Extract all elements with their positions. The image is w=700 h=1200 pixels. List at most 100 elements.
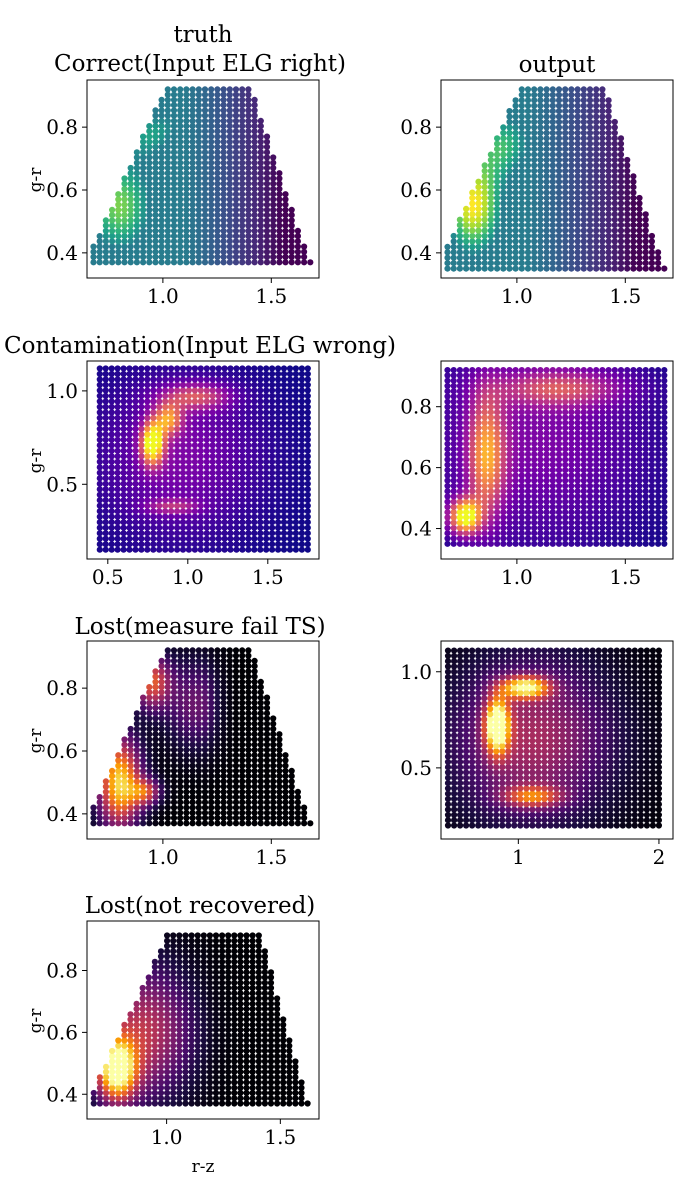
- scatter-point: [518, 211, 525, 218]
- panel-title-line-1: truth: [173, 22, 232, 48]
- scatter-point: [127, 725, 134, 733]
- scatter-point: [568, 167, 575, 174]
- scatter-point: [624, 205, 631, 212]
- scatter-point: [301, 814, 308, 822]
- scatter-point: [444, 424, 451, 432]
- scatter-point: [456, 238, 463, 245]
- scatter-point: [655, 367, 662, 374]
- scatter-point: [201, 128, 209, 135]
- scatter-point: [257, 741, 264, 748]
- scatter-point: [189, 814, 196, 822]
- scatter-point: [512, 503, 519, 510]
- scatter-point: [164, 799, 171, 806]
- scatter-point: [102, 259, 109, 266]
- scatter-point: [531, 451, 538, 458]
- scatter-point: [524, 403, 532, 411]
- scatter-point: [214, 741, 221, 748]
- scatter-point: [648, 238, 656, 245]
- scatter-point: [177, 752, 184, 759]
- scatter-point: [568, 222, 575, 229]
- scatter-point: [537, 211, 544, 218]
- scatter-point: [227, 398, 234, 405]
- scatter-point: [605, 173, 612, 180]
- scatter-point: [132, 398, 139, 405]
- scatter-point: [164, 159, 171, 166]
- scatter-point: [245, 381, 252, 388]
- scatter-point: [215, 541, 222, 548]
- scatter-point: [599, 409, 606, 416]
- scatter-point: [599, 377, 606, 384]
- scatter-point: [500, 129, 507, 136]
- scatter-point: [251, 541, 258, 548]
- scatter-point: [144, 524, 151, 531]
- scatter-point: [450, 535, 457, 542]
- scatter-point: [549, 167, 556, 174]
- scatter-point: [201, 752, 209, 759]
- scatter-point: [586, 189, 594, 196]
- scatter-point: [518, 265, 525, 272]
- scatter-point: [593, 254, 600, 261]
- scatter-point: [251, 741, 258, 748]
- scatter-point: [282, 238, 289, 245]
- scatter-point: [617, 477, 625, 484]
- scatter-point: [537, 108, 544, 115]
- scatter-point: [179, 381, 187, 388]
- scatter-point: [102, 508, 109, 515]
- scatter-point: [475, 260, 482, 267]
- scatter-point: [280, 502, 288, 509]
- scatter-point: [257, 227, 264, 234]
- scatter-point: [605, 367, 612, 374]
- scatter-point: [140, 804, 147, 811]
- scatter-point: [102, 469, 109, 476]
- scatter-point: [208, 814, 215, 822]
- scatter-point: [450, 498, 457, 505]
- scatter-point: [518, 97, 525, 104]
- scatter-point: [146, 783, 153, 790]
- scatter-point: [177, 720, 184, 727]
- scatter-point: [269, 497, 276, 504]
- scatter-point: [263, 752, 271, 759]
- scatter-point: [132, 535, 139, 542]
- scatter-point: [257, 175, 264, 182]
- scatter-point: [233, 541, 240, 548]
- scatter-point: [239, 535, 246, 542]
- scatter-point: [239, 794, 246, 801]
- scatter-point: [282, 201, 289, 208]
- scatter-point: [518, 184, 525, 191]
- scatter-point: [276, 762, 283, 769]
- scatter-point: [500, 477, 507, 484]
- scatter-point: [96, 535, 103, 542]
- scatter-point: [214, 689, 221, 696]
- scatter-point: [593, 151, 600, 158]
- scatter-point: [126, 491, 133, 498]
- scatter-point: [580, 477, 587, 484]
- scatter-point: [531, 162, 538, 169]
- scatter-point: [611, 189, 618, 196]
- scatter-point: [562, 118, 569, 126]
- scatter-point: [655, 372, 662, 379]
- scatter-point: [549, 488, 556, 495]
- scatter-point: [257, 704, 264, 712]
- scatter-point: [456, 540, 463, 547]
- scatter-point: [233, 480, 240, 487]
- scatter-point: [475, 424, 482, 432]
- scatter-point: [156, 519, 163, 526]
- scatter-point: [617, 243, 625, 250]
- scatter-point: [108, 524, 115, 531]
- scatter-point: [158, 814, 165, 822]
- scatter-point: [109, 804, 116, 811]
- scatter-point: [463, 461, 470, 468]
- scatter-point: [208, 191, 215, 198]
- scatter-point: [114, 414, 121, 421]
- scatter-point: [506, 211, 513, 218]
- scatter-point: [531, 377, 538, 384]
- scatter-point: [257, 804, 264, 811]
- scatter-point: [257, 222, 264, 229]
- scatter-point: [257, 376, 264, 383]
- scatter-point: [292, 370, 299, 378]
- scatter-point: [146, 138, 153, 145]
- scatter-point: [574, 446, 581, 453]
- scatter-point: [245, 453, 252, 460]
- scatter-point: [580, 97, 587, 104]
- scatter-point: [226, 117, 233, 124]
